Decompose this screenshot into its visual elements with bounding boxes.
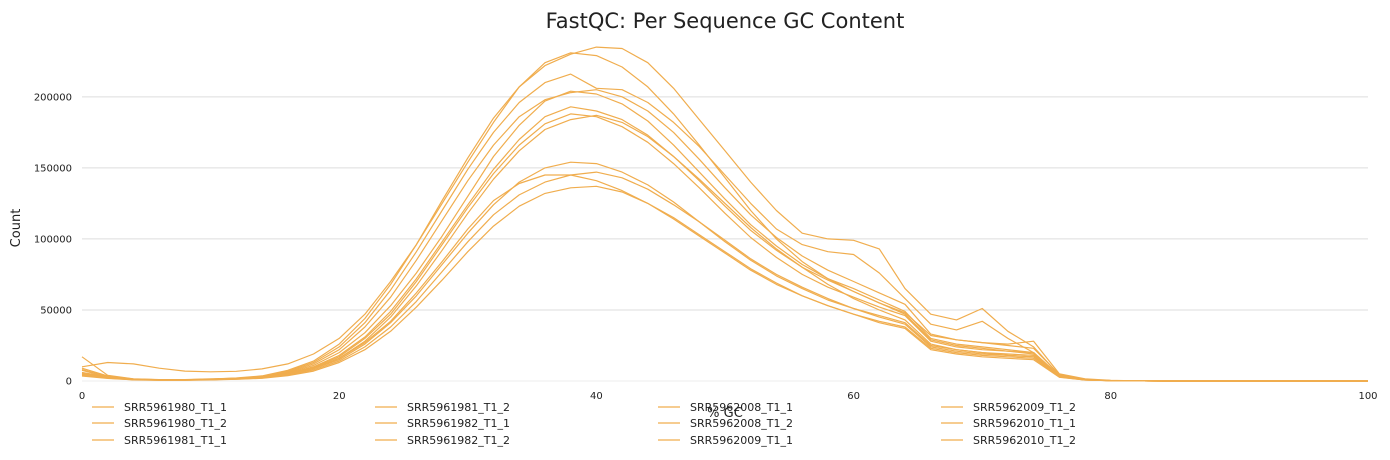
legend-label: SRR5962010_T1_2	[973, 434, 1076, 447]
series-lines	[81, 46, 1368, 382]
series-line	[81, 113, 1368, 382]
legend-label: SRR5962010_T1_1	[973, 417, 1076, 430]
legend-item[interactable]: SRR5961980_T1_2	[92, 417, 227, 430]
y-tick-label: 0	[66, 377, 72, 388]
series-line	[81, 161, 1368, 382]
legend-item[interactable]: SRR5962009_T1_1	[658, 434, 793, 447]
x-tick-label: 80	[1104, 391, 1117, 402]
legend-item[interactable]: SRR5961982_T1_2	[375, 434, 510, 447]
legend-item[interactable]: SRR5962008_T1_1	[658, 401, 793, 414]
legend-item[interactable]: SRR5961981_T1_1	[92, 434, 227, 447]
legend-item[interactable]: SRR5962010_T1_1	[941, 417, 1076, 430]
legend-label: SRR5962008_T1_1	[690, 401, 793, 414]
y-axis-label: Count	[9, 209, 24, 248]
legend-label: SRR5961982_T1_2	[407, 434, 510, 447]
x-tick-label: 100	[1358, 391, 1377, 402]
series-line	[81, 114, 1368, 382]
x-tick-label: 0	[79, 391, 85, 402]
legend: SRR5961980_T1_1 SRR5961980_T1_2 SRR5961981…	[92, 401, 1076, 447]
legend-label: SRR5962009_T1_1	[690, 434, 793, 447]
legend-item[interactable]: SRR5961982_T1_1	[375, 417, 510, 430]
legend-item[interactable]: SRR5962008_T1_2	[658, 417, 793, 430]
series-line	[81, 106, 1368, 382]
legend-label: SRR5961981_T1_1	[124, 434, 227, 447]
series-line	[81, 185, 1368, 382]
legend-item[interactable]: SRR5962009_T1_2	[941, 401, 1076, 414]
legend-label: SRR5961980_T1_2	[124, 417, 227, 430]
tick-labels: 0 50000 100000 150000 200000 0 20 40 60 80 100	[34, 92, 1378, 402]
legend-label: SRR5962009_T1_2	[973, 401, 1076, 414]
y-tick-label: 100000	[34, 234, 72, 245]
legend-item[interactable]: SRR5962010_T1_2	[941, 434, 1076, 447]
y-tick-label: 50000	[40, 305, 72, 316]
series-line	[81, 90, 1368, 382]
series-line	[81, 73, 1368, 382]
x-tick-label: 20	[333, 391, 346, 402]
x-tick-label: 40	[590, 391, 603, 402]
x-axis-label: % GC	[707, 406, 743, 421]
legend-label: SRR5961980_T1_1	[124, 401, 227, 414]
y-tick-label: 200000	[34, 92, 72, 103]
chart-title: FastQC: Per Sequence GC Content	[546, 9, 905, 33]
y-tick-label: 150000	[34, 163, 72, 174]
series-line	[81, 52, 1368, 382]
series-line	[81, 89, 1368, 382]
legend-label: SRR5962008_T1_2	[690, 417, 793, 430]
grid	[82, 96, 1368, 382]
legend-item[interactable]: SRR5961980_T1_1	[92, 401, 227, 414]
legend-label: SRR5961981_T1_2	[407, 401, 510, 414]
legend-label: SRR5961982_T1_1	[407, 417, 510, 430]
x-tick-label: 60	[847, 391, 860, 402]
legend-item[interactable]: SRR5961981_T1_2	[375, 401, 510, 414]
